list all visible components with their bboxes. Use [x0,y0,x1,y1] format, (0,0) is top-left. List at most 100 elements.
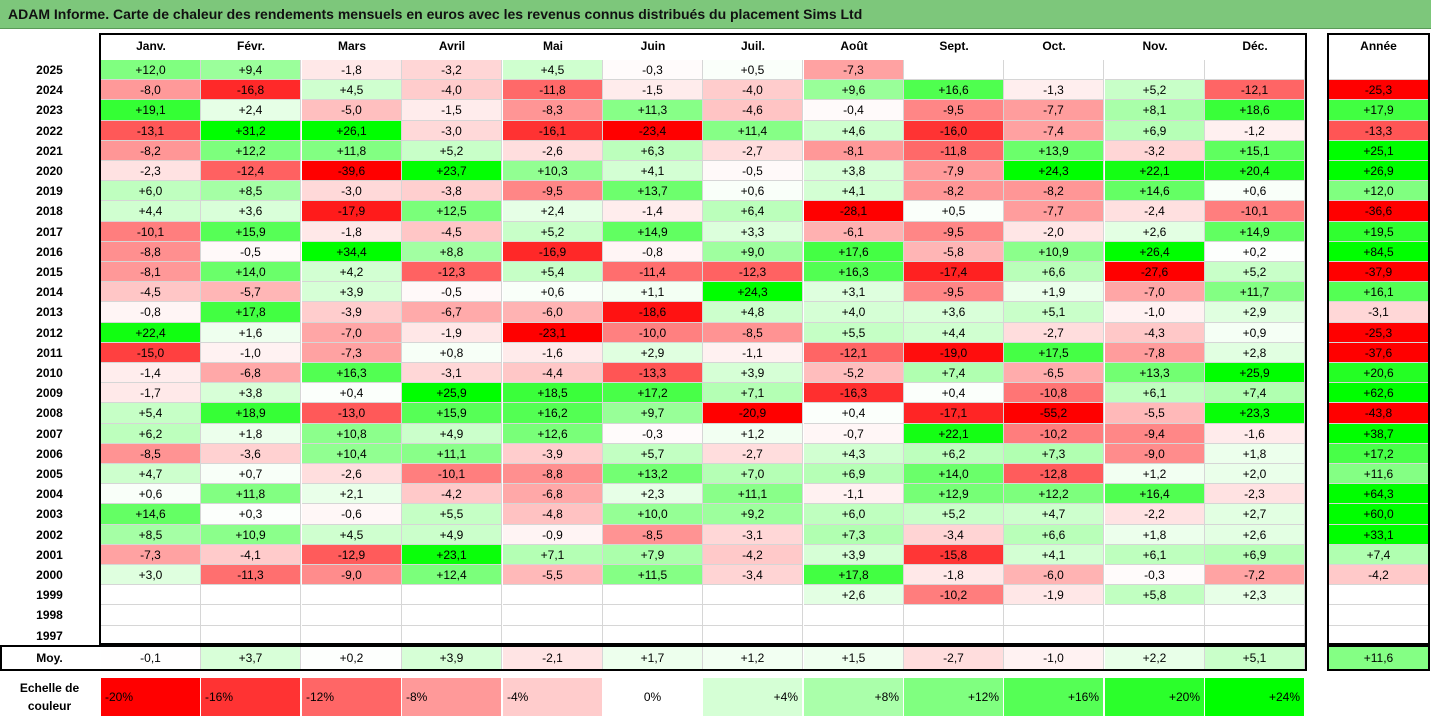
heatmap-cell: +8,1 [1105,100,1205,121]
heatmap-cell: +2,3 [603,484,703,505]
heatmap-cell: -1,9 [1004,585,1104,606]
heatmap-cell: -3,0 [402,120,502,141]
heatmap-cell: +7,0 [703,464,803,485]
heatmap-cell: +2,4 [201,100,301,121]
annual-cell: +64,3 [1329,484,1428,505]
heatmap-cell: -4,0 [402,80,502,101]
heatmap-cell: +20,4 [1205,161,1305,182]
heatmap-cell: +6,2 [101,423,201,444]
heatmap-cell: -3,6 [201,443,301,464]
heatmap-cell: +0,4 [302,383,402,404]
heatmap-cell: +4,9 [402,423,502,444]
legend-stop: +24% [1205,678,1305,716]
average-cell: -2,7 [904,647,1004,669]
heatmap-cell: +24,3 [1004,161,1104,182]
heatmap-cell: +25,9 [1205,363,1305,384]
year-label: 2000 [36,568,63,582]
heatmap-cell: -10,1 [1205,201,1305,222]
heatmap-cell: -4,0 [703,80,803,101]
heatmap-cell: -9,0 [302,565,402,586]
heatmap-cell: +18,5 [503,383,603,404]
heatmap-cell: +4,4 [101,201,201,222]
legend-stop: -16% [201,678,301,716]
heatmap-cell: -8,3 [503,100,603,121]
annual-cell [1329,60,1428,81]
heatmap-cell: -2,7 [703,443,803,464]
heatmap-cell: +14,9 [1205,221,1305,242]
heatmap-cell: +15,1 [1205,140,1305,161]
year-label: 2017 [36,224,63,239]
heatmap-cell: +5,7 [603,443,703,464]
month-header: Mai [542,39,563,53]
heatmap-cell: +6,3 [603,140,703,161]
heatmap-cell: -12,1 [804,342,904,363]
annual-cell: -36,6 [1329,201,1428,222]
annual-cell: -37,6 [1329,342,1428,363]
heatmap-cell: +8,5 [101,524,201,545]
heatmap-cell: -7,3 [101,544,201,565]
heatmap-cell: +2,7 [1205,504,1305,525]
annual-cell: -4,2 [1329,565,1428,586]
year-label: 2025 [36,63,63,77]
heatmap-cell: -18,6 [603,302,703,323]
average-label: Moy. [36,651,63,665]
average-cell: -0,1 [101,647,201,669]
heatmap-cell: -10,1 [402,464,502,485]
heatmap-cell: +18,9 [201,403,301,424]
heatmap-cell: +0,8 [402,342,502,363]
heatmap-cell: -11,3 [201,565,301,586]
heatmap-cell: +22,1 [904,423,1004,444]
heatmap-cell: +26,1 [302,120,402,141]
heatmap-cell: -23,4 [603,120,703,141]
heatmap-cell [703,585,803,606]
heatmap-cell: -9,5 [904,100,1004,121]
heatmap-cell: -6,5 [1004,363,1104,384]
heatmap-cell: +2,3 [1205,585,1305,606]
heatmap-cell: +5,2 [904,504,1004,525]
average-row-border [0,645,1307,671]
heatmap-cell: -8,5 [101,443,201,464]
heatmap-cell: +13,3 [1105,363,1205,384]
heatmap-cell: +13,2 [603,464,703,485]
heatmap-cell: -16,3 [804,383,904,404]
year-label: 2006 [36,446,63,461]
heatmap-cell: +17,5 [1004,342,1104,363]
heatmap-cell: +0,6 [101,484,201,505]
month-header: Sept. [939,39,969,53]
annual-cell: -43,8 [1329,403,1428,424]
heatmap-cell: +0,4 [904,383,1004,404]
heatmap-cell: -3,1 [703,524,803,545]
heatmap-cell: +5,2 [1205,262,1305,283]
heatmap-cell [1205,605,1305,626]
heatmap-cell: +2,6 [1105,221,1205,242]
heatmap-cell: -10,0 [603,322,703,343]
heatmap-cell: -7,2 [1205,565,1305,586]
heatmap-cell: +7,9 [603,544,703,565]
year-column-header: Année [1360,39,1397,53]
heatmap-cell: -12,1 [1205,80,1305,101]
year-label: 2014 [36,285,63,300]
annual-cell: +17,2 [1329,443,1428,464]
heatmap-cell: -1,6 [503,342,603,363]
average-cell: -2,1 [503,647,603,669]
heatmap-cell: -8,8 [503,464,603,485]
heatmap-cell: +11,8 [302,140,402,161]
heatmap-cell: -4,5 [101,282,201,303]
year-label: 2012 [36,325,63,340]
heatmap-cell: -1,1 [804,484,904,505]
heatmap-cell [1205,60,1305,81]
annual-cell: -25,3 [1329,80,1428,101]
heatmap-cell: +8,8 [402,241,502,262]
heatmap-cell: +2,0 [1205,464,1305,485]
heatmap-cell: +3,9 [302,282,402,303]
heatmap-cell: -1,4 [101,363,201,384]
heatmap-cell: +4,7 [1004,504,1104,525]
heatmap-cell: +1,8 [1105,524,1205,545]
heatmap-cell: -6,1 [804,221,904,242]
heatmap-cell: +4,8 [703,302,803,323]
heatmap-cell: -0,5 [201,241,301,262]
heatmap-cell: +2,6 [1205,524,1305,545]
heatmap-cell: -16,1 [503,120,603,141]
heatmap-cell: +1,8 [1205,443,1305,464]
heatmap-cell: -23,1 [503,322,603,343]
